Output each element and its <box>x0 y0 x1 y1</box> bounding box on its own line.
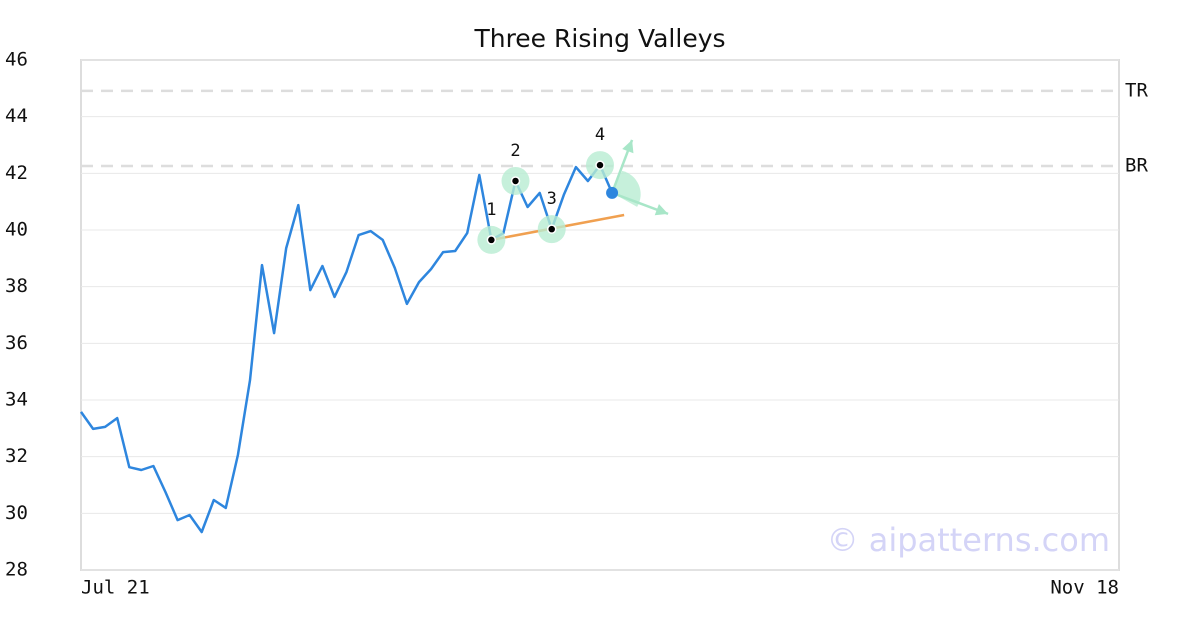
y-tick-label: 28 <box>5 559 28 581</box>
y-tick-label: 46 <box>5 49 28 71</box>
pattern-point <box>595 160 605 170</box>
pattern-point <box>510 176 521 186</box>
level-label: BR <box>1125 154 1148 176</box>
pattern-point <box>486 235 497 245</box>
breakout-point <box>606 186 619 199</box>
y-tick-label: 38 <box>5 275 28 297</box>
y-tick-label: 32 <box>5 445 28 467</box>
y-tick-label: 40 <box>5 219 28 241</box>
y-tick-label: 30 <box>5 502 28 524</box>
pattern-label: 3 <box>547 189 557 209</box>
watermark: © aipatterns.com <box>827 521 1110 559</box>
arrow-head <box>622 139 634 154</box>
pattern-point <box>546 224 557 234</box>
y-tick-label: 44 <box>5 105 28 127</box>
level-label: TR <box>1125 79 1148 101</box>
y-tick-label: 36 <box>5 332 28 354</box>
y-tick-label: 42 <box>5 162 28 184</box>
arrow-head <box>654 204 669 216</box>
pattern-label: 1 <box>486 200 496 220</box>
chart-title: Three Rising Valleys <box>473 24 725 53</box>
x-tick-label: Jul 21 <box>81 577 150 599</box>
pattern-label: 2 <box>510 141 520 161</box>
price-line <box>79 163 614 534</box>
x-tick-label: Nov 18 <box>1050 577 1119 599</box>
pattern-label: 4 <box>595 125 605 145</box>
y-tick-label: 34 <box>5 389 28 411</box>
projection-wedge <box>612 170 641 207</box>
